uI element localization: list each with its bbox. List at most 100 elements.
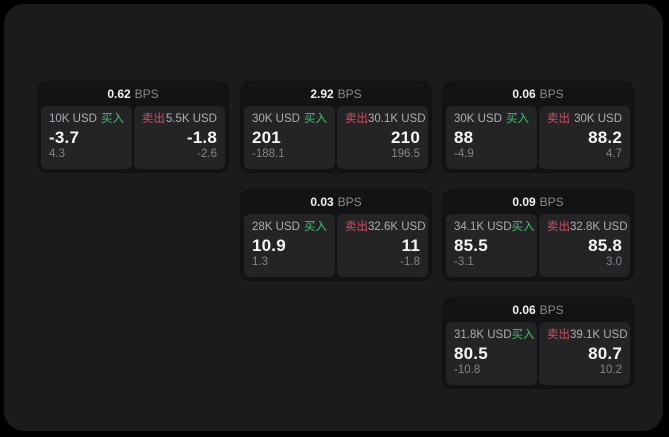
- buy-amount: 30K USD: [454, 113, 502, 125]
- buy-price: -3.7: [49, 127, 80, 147]
- buy-amount: 30K USD: [252, 113, 300, 125]
- sell-amount: 32.6K USD: [368, 221, 426, 233]
- sell-top-row: 卖出 32.6K USD: [345, 221, 426, 234]
- sell-delta: -1.8: [400, 256, 420, 268]
- sell-panel[interactable]: 卖出 39.1K USD 80.7 10.2: [539, 322, 630, 385]
- sell-amount: 30.1K USD: [368, 113, 426, 125]
- buy-amount: 10K USD: [49, 113, 97, 125]
- sell-panel[interactable]: 卖出 30.1K USD 210 196.5: [337, 106, 428, 169]
- bps-header: 0.06 BPS: [443, 82, 633, 106]
- buy-tag: 买入: [511, 221, 535, 233]
- sell-price: 88.2: [588, 127, 622, 147]
- sell-tag: 卖出: [142, 113, 165, 125]
- bps-header: 0.03 BPS: [241, 190, 431, 214]
- buy-top-row: 28K USD 买入: [252, 221, 327, 234]
- column-2: 2.92 BPS 30K USD 买入 201 -188.1 卖出: [241, 82, 431, 280]
- buy-price: 10.9: [252, 235, 286, 255]
- sell-delta: 10.2: [599, 364, 622, 376]
- bps-value: 2.92: [310, 87, 334, 101]
- bps-card[interactable]: 0.03 BPS 28K USD 买入 10.9 1.3 卖出: [241, 190, 431, 280]
- buy-price: 201: [252, 127, 281, 147]
- buy-price: 88: [454, 127, 474, 147]
- buy-panel[interactable]: 30K USD 买入 88 -4.9: [446, 106, 537, 169]
- buy-delta: -188.1: [252, 148, 285, 160]
- buy-delta: -10.8: [454, 364, 481, 376]
- bps-unit: BPS: [539, 195, 564, 209]
- buy-delta: -3.1: [454, 256, 474, 268]
- sell-tag: 卖出: [547, 113, 570, 125]
- buy-top-row: 10K USD 买入: [49, 113, 124, 126]
- sell-delta: 4.7: [606, 148, 622, 160]
- sell-tag: 卖出: [345, 113, 368, 125]
- sell-amount: 5.5K USD: [165, 113, 217, 125]
- sell-panel[interactable]: 卖出 32.6K USD 11 -1.8: [337, 214, 428, 277]
- buy-tag: 买入: [304, 113, 327, 125]
- sell-tag: 卖出: [547, 329, 570, 341]
- buy-panel[interactable]: 28K USD 买入 10.9 1.3: [244, 214, 335, 277]
- bps-value: 0.09: [512, 195, 536, 209]
- sell-price: 210: [391, 127, 420, 147]
- sell-top-row: 卖出 32.8K USD: [547, 221, 628, 234]
- card-body: 30K USD 买入 88 -4.9 卖出 30K USD 88.2 4.7: [443, 106, 633, 172]
- buy-delta: 4.3: [49, 148, 65, 160]
- buy-delta: -4.9: [454, 148, 474, 160]
- buy-tag: 买入: [506, 113, 529, 125]
- sell-tag: 卖出: [547, 221, 570, 233]
- sell-amount: 30K USD: [574, 113, 622, 125]
- card-body: 10K USD 买入 -3.7 4.3 卖出 5.5K USD -1.8 -2.…: [38, 106, 228, 172]
- sell-price: -1.8: [186, 127, 217, 147]
- sell-price: 80.7: [588, 343, 622, 363]
- bps-card[interactable]: 0.62 BPS 10K USD 买入 -3.7 4.3 卖出: [38, 82, 228, 172]
- buy-delta: 1.3: [252, 256, 268, 268]
- buy-panel[interactable]: 30K USD 买入 201 -188.1: [244, 106, 335, 169]
- bps-value: 0.03: [310, 195, 334, 209]
- sell-tag: 卖出: [345, 221, 368, 233]
- buy-price: 85.5: [454, 235, 488, 255]
- bps-value: 0.06: [512, 303, 536, 317]
- card-body: 28K USD 买入 10.9 1.3 卖出 32.6K USD 11 -1.8: [241, 214, 431, 280]
- bps-card[interactable]: 0.06 BPS 31.8K USD 买入 80.5 -10.8 卖: [443, 298, 633, 388]
- column-3: 0.06 BPS 30K USD 买入 88 -4.9 卖出: [443, 82, 633, 388]
- sell-price: 11: [401, 235, 420, 255]
- bps-card[interactable]: 0.06 BPS 30K USD 买入 88 -4.9 卖出: [443, 82, 633, 172]
- bps-value: 0.62: [107, 87, 131, 101]
- sell-delta: 196.5: [391, 148, 420, 160]
- buy-panel[interactable]: 10K USD 买入 -3.7 4.3: [41, 106, 132, 169]
- bps-card[interactable]: 2.92 BPS 30K USD 买入 201 -188.1 卖出: [241, 82, 431, 172]
- bps-card[interactable]: 0.09 BPS 34.1K USD 买入 85.5 -3.1 卖出: [443, 190, 633, 280]
- bps-unit: BPS: [337, 87, 362, 101]
- sell-top-row: 卖出 30.1K USD: [345, 113, 426, 126]
- bps-header: 0.62 BPS: [38, 82, 228, 106]
- bps-unit: BPS: [539, 303, 564, 317]
- sell-amount: 32.8K USD: [570, 221, 628, 233]
- buy-amount: 28K USD: [252, 221, 300, 233]
- bps-unit: BPS: [539, 87, 564, 101]
- dashboard-panel: 0.62 BPS 10K USD 买入 -3.7 4.3 卖出: [4, 4, 663, 431]
- sell-top-row: 卖出 39.1K USD: [547, 329, 628, 342]
- buy-panel[interactable]: 34.1K USD 买入 85.5 -3.1: [446, 214, 537, 277]
- sell-delta: 3.0: [606, 256, 622, 268]
- buy-top-row: 30K USD 买入: [252, 113, 327, 126]
- bps-header: 2.92 BPS: [241, 82, 431, 106]
- sell-panel[interactable]: 卖出 5.5K USD -1.8 -2.6: [134, 106, 225, 169]
- buy-amount: 34.1K USD: [454, 221, 512, 233]
- column-1: 0.62 BPS 10K USD 买入 -3.7 4.3 卖出: [38, 82, 228, 172]
- card-body: 31.8K USD 买入 80.5 -10.8 卖出 39.1K USD 80.…: [443, 322, 633, 388]
- sell-price: 85.8: [588, 235, 622, 255]
- buy-tag: 买入: [511, 329, 535, 341]
- card-body: 30K USD 买入 201 -188.1 卖出 30.1K USD 210 1…: [241, 106, 431, 172]
- sell-panel[interactable]: 卖出 30K USD 88.2 4.7: [539, 106, 630, 169]
- sell-amount: 39.1K USD: [570, 329, 628, 341]
- bps-unit: BPS: [134, 87, 159, 101]
- bps-unit: BPS: [337, 195, 362, 209]
- buy-amount: 31.8K USD: [454, 329, 512, 341]
- card-body: 34.1K USD 买入 85.5 -3.1 卖出 32.8K USD 85.8…: [443, 214, 633, 280]
- buy-tag: 买入: [304, 221, 327, 233]
- sell-panel[interactable]: 卖出 32.8K USD 85.8 3.0: [539, 214, 630, 277]
- buy-price: 80.5: [454, 343, 488, 363]
- bps-header: 0.06 BPS: [443, 298, 633, 322]
- buy-panel[interactable]: 31.8K USD 买入 80.5 -10.8: [446, 322, 537, 385]
- bps-header: 0.09 BPS: [443, 190, 633, 214]
- buy-tag: 买入: [101, 113, 124, 125]
- bps-value: 0.06: [512, 87, 536, 101]
